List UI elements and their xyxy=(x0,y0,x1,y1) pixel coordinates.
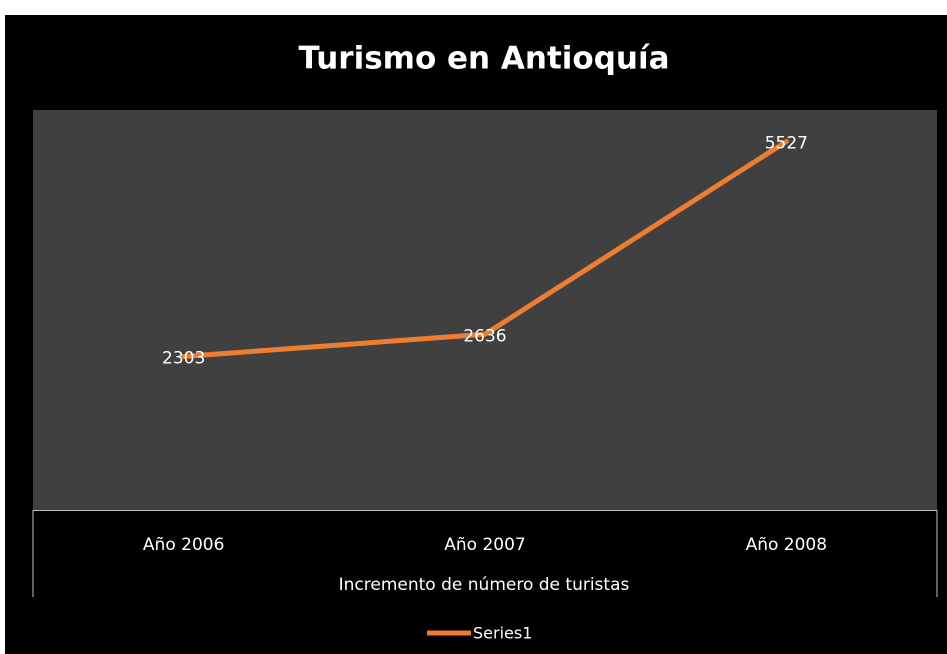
x-tick-label: Año 2006 xyxy=(143,535,224,555)
data-label: 2303 xyxy=(162,348,205,368)
x-tick-label: Año 2007 xyxy=(444,535,525,555)
plot-area xyxy=(33,110,937,510)
line xyxy=(181,139,789,359)
data-label: 2636 xyxy=(463,326,506,346)
legend-label: Series1 xyxy=(473,624,532,643)
x-axis-title: Incremento de número de turistas xyxy=(339,575,630,595)
data-label: 5527 xyxy=(765,134,808,154)
x-tick-label: Año 2008 xyxy=(746,535,827,555)
chart-title: Turismo en Antioquía xyxy=(298,41,669,77)
